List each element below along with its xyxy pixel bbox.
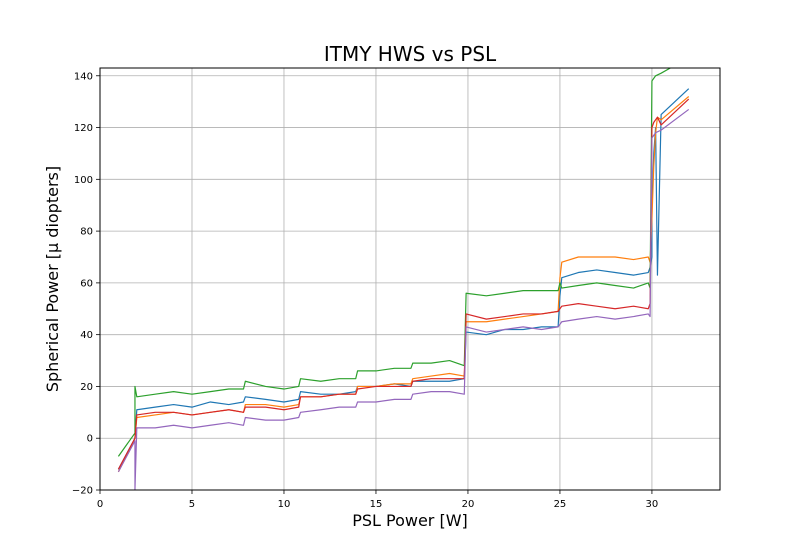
series-line-4 — [117, 98, 690, 470]
x-tick-label: 5 — [189, 499, 195, 510]
y-tick-label: 40 — [80, 330, 93, 341]
y-tick-label: 80 — [80, 227, 93, 238]
x-ticks: 0 5 10 15 20 25 30 — [97, 490, 658, 510]
plot-frame — [99, 67, 721, 491]
y-tick-label: −20 — [72, 486, 93, 497]
y-ticks: −20 0 20 40 60 80 100 120 140 — [72, 71, 100, 497]
x-tick-label: 20 — [462, 499, 475, 510]
x-axis-label: PSL Power [W] — [352, 511, 468, 530]
y-tick-label: 120 — [74, 123, 93, 134]
x-tick-label: 30 — [646, 499, 659, 510]
y-tick-label: 20 — [80, 382, 93, 393]
x-tick-label: 0 — [97, 499, 103, 510]
y-tick-label: 140 — [74, 71, 93, 82]
series-line-1 — [117, 88, 690, 470]
series-layer — [117, 68, 690, 490]
y-tick-label: 0 — [87, 434, 93, 445]
x-tick-label: 15 — [370, 499, 383, 510]
y-axis-label: Spherical Power [μ diopters] — [43, 166, 62, 392]
plot-area — [117, 68, 690, 490]
x-tick-label: 10 — [278, 499, 291, 510]
y-tick-label: 60 — [80, 278, 93, 289]
chart-title: ITMY HWS vs PSL — [324, 42, 497, 66]
series-line-5 — [117, 108, 690, 490]
y-tick-label: 100 — [74, 175, 93, 186]
x-tick-label: 25 — [554, 499, 567, 510]
series-line-3 — [117, 68, 671, 457]
